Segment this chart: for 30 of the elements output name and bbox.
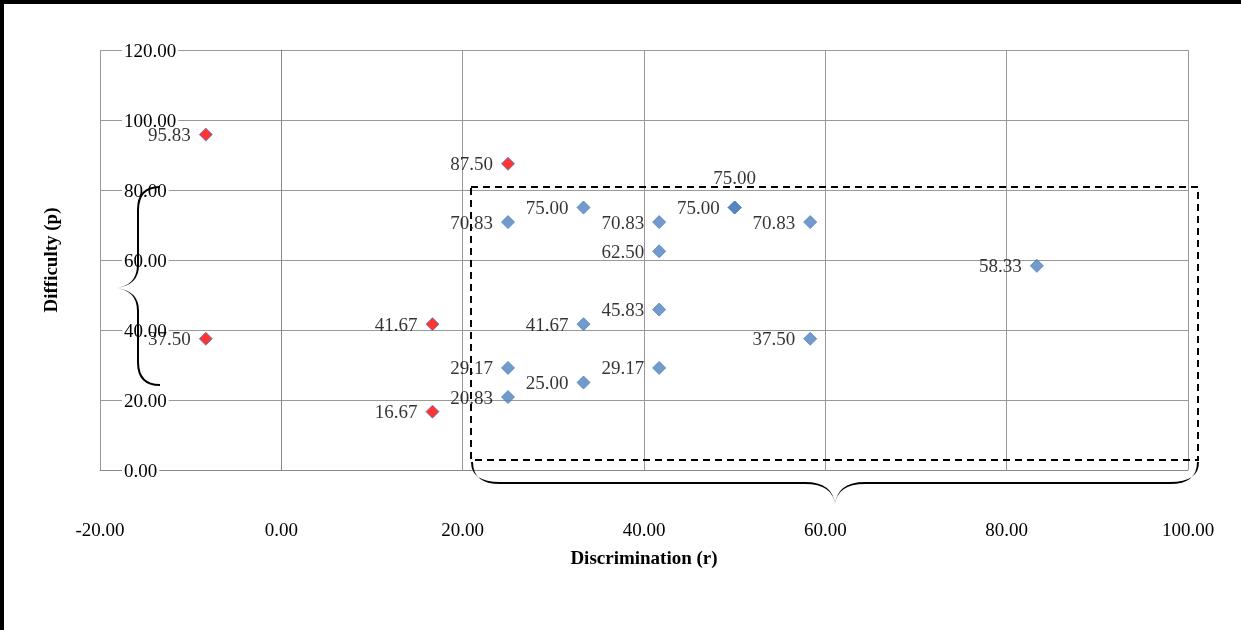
x-axis-title: Discrimination (r) bbox=[570, 547, 718, 569]
data-label: 29.17 bbox=[601, 357, 645, 379]
data-label: 75.00 bbox=[676, 197, 720, 218]
data-label: 37.50 bbox=[752, 328, 796, 350]
y-tick-label: 0.00 bbox=[124, 459, 158, 481]
data-label: 75.00 bbox=[713, 166, 757, 188]
x-tick-label: 20.00 bbox=[441, 519, 485, 540]
data-label: 45.83 bbox=[601, 299, 645, 321]
data-label: 16.67 bbox=[374, 401, 418, 423]
y-axis-title: Difficulty (p) bbox=[40, 207, 62, 313]
data-label: 20.83 bbox=[450, 386, 493, 408]
x-tick-label: -20.00 bbox=[75, 519, 125, 540]
y-tick-label: 120.00 bbox=[124, 39, 177, 61]
data-label: 87.50 bbox=[450, 153, 493, 175]
data-label: 70.83 bbox=[450, 211, 493, 233]
data-label: 75.00 bbox=[525, 197, 569, 218]
data-label: 70.83 bbox=[752, 211, 796, 233]
data-label: 62.50 bbox=[601, 240, 645, 262]
data-label: 41.67 bbox=[374, 313, 418, 335]
x-tick-label: 0.00 bbox=[264, 519, 298, 540]
x-tick-label: 60.00 bbox=[803, 519, 847, 540]
x-tick-label: 100.00 bbox=[1161, 519, 1215, 540]
data-label: 41.67 bbox=[525, 313, 569, 335]
data-label: 70.83 bbox=[601, 211, 645, 233]
y-tick-label: 20.00 bbox=[124, 389, 167, 411]
data-label: 25.00 bbox=[525, 372, 569, 393]
data-label: 29.17 bbox=[450, 357, 493, 379]
x-tick-label: 40.00 bbox=[622, 519, 666, 540]
x-tick-label: 80.00 bbox=[985, 519, 1029, 540]
data-label: 58.33 bbox=[979, 255, 1022, 277]
